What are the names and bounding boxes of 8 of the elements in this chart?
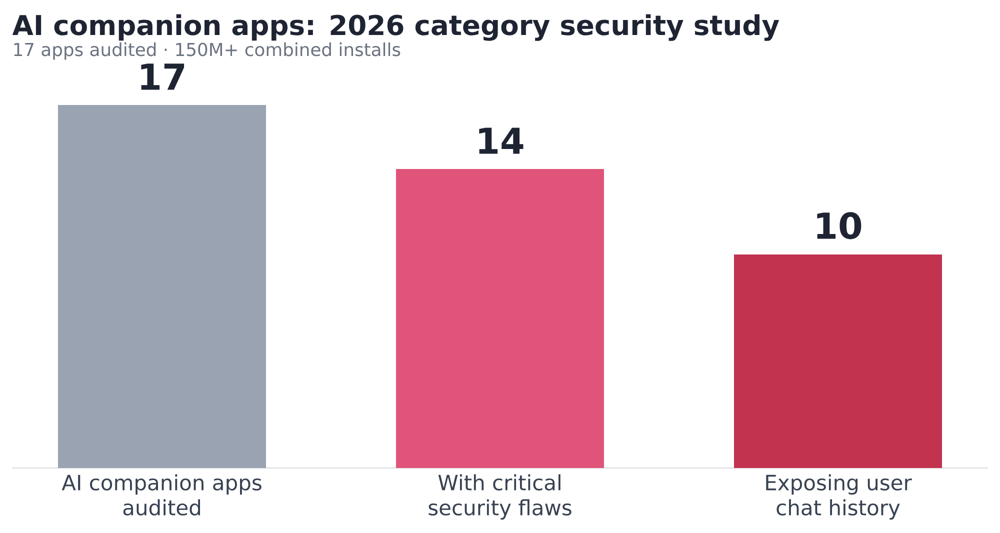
data-label: 17 (141, 64, 184, 90)
chart-title: AI companion apps: 2026 category security study (12, 14, 780, 41)
chart-subtitle: 17 apps audited · 150M+ combined installs (14, 42, 400, 60)
x-tick-label: With critical security flaws (428, 474, 572, 520)
data-label: 10 (817, 212, 862, 240)
x-tick-label: Exposing user chat history (766, 474, 912, 520)
data-label: 14 (479, 128, 524, 154)
x-tick-label: AI companion apps audited (62, 474, 262, 516)
